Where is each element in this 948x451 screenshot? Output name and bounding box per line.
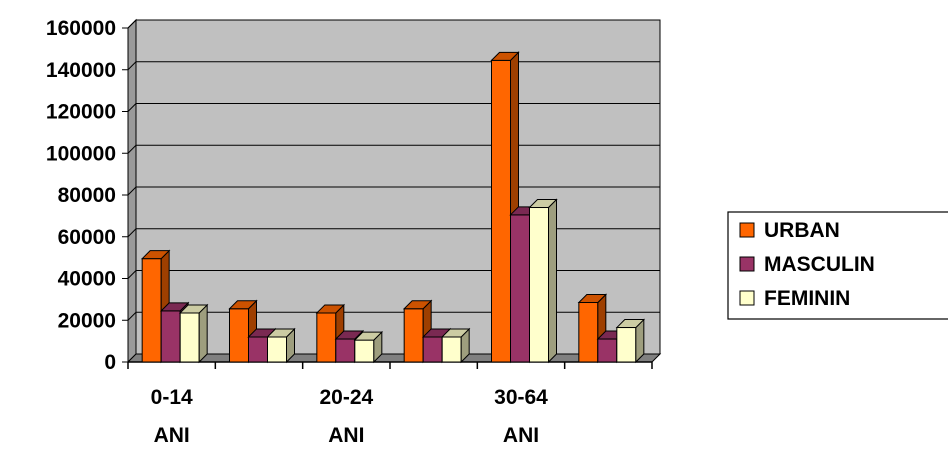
x-tick-label: 20-24 ANI <box>319 386 373 447</box>
bar-front <box>248 336 268 363</box>
bar-front <box>597 338 618 363</box>
bar-side <box>548 198 557 364</box>
bar-top <box>440 328 471 338</box>
y-tick-label: 60000 <box>58 226 116 249</box>
gridlines <box>127 19 660 321</box>
bar-front <box>179 312 200 363</box>
bar-top <box>159 302 190 312</box>
legend-label: FEMININ <box>764 287 850 310</box>
legend-label: MASCULIN <box>764 253 875 276</box>
bar-front <box>441 336 462 363</box>
bar-front <box>267 336 287 363</box>
bar-front <box>403 308 424 363</box>
bar-front <box>616 327 637 363</box>
bar-front <box>316 312 337 363</box>
bar-front <box>335 338 356 363</box>
bar-front <box>422 336 443 363</box>
bar-front <box>578 302 599 363</box>
y-tick-label: 80000 <box>58 184 116 207</box>
bar-top <box>178 304 209 314</box>
bar-feminin <box>615 318 646 364</box>
gridline-side <box>127 311 137 321</box>
bar-top <box>402 300 433 310</box>
bar-top <box>266 328 296 338</box>
bar-top <box>615 319 646 329</box>
gridline-side <box>127 103 137 112</box>
bar-front <box>491 59 511 363</box>
x-axis: 0-14 ANI 20-24 ANI 30-64 ANI <box>127 361 653 447</box>
bar-side <box>198 303 208 364</box>
gridline-side <box>127 186 137 196</box>
bar-top <box>528 199 558 209</box>
bar-front <box>141 258 162 363</box>
x-tick-label: 0-14 ANI <box>151 386 193 447</box>
y-axis: 0 20000 40000 60000 80000 100000 120000 140000 1… <box>46 17 129 374</box>
bar-top <box>577 294 608 304</box>
legend-box <box>727 211 948 320</box>
bar-top <box>140 250 171 260</box>
bar-front <box>510 214 530 363</box>
gridline-side <box>127 144 137 154</box>
legend-swatch <box>739 222 755 238</box>
bar-top <box>334 330 365 340</box>
gridline-side <box>127 61 137 71</box>
gridline-side <box>127 228 137 238</box>
y-tick-label: 140000 <box>46 59 116 82</box>
bar-front <box>229 308 249 363</box>
gridline-side <box>127 19 137 29</box>
legend: URBAN MASCULIN FEMININ <box>727 211 948 320</box>
gridline-side <box>127 270 137 279</box>
bar-top <box>228 300 258 310</box>
y-tick-label: 40000 <box>58 268 116 291</box>
bar-top <box>490 51 520 61</box>
bar-top <box>353 331 384 341</box>
y-tick-label: 0 <box>104 351 116 374</box>
bar-front <box>354 339 375 363</box>
bar-feminin <box>528 198 558 364</box>
bar-feminin <box>266 327 296 364</box>
bar-feminin <box>178 303 209 364</box>
legend-swatch <box>739 256 755 272</box>
bar-masculin <box>247 327 277 364</box>
x-tick-label: 30-64 ANI <box>494 386 548 447</box>
y-tick-label: 120000 <box>46 101 116 124</box>
y-tick-label: 100000 <box>46 142 116 165</box>
legend-swatch <box>739 290 755 306</box>
bar-top <box>315 304 346 314</box>
legend-label: URBAN <box>764 219 840 242</box>
y-tick-label: 20000 <box>58 309 116 332</box>
bar-feminin <box>353 330 384 364</box>
bars <box>140 51 646 364</box>
bar-front <box>160 310 181 363</box>
bar-front <box>529 207 549 363</box>
bar-feminin <box>440 327 471 364</box>
y-tick-label: 160000 <box>46 17 116 40</box>
